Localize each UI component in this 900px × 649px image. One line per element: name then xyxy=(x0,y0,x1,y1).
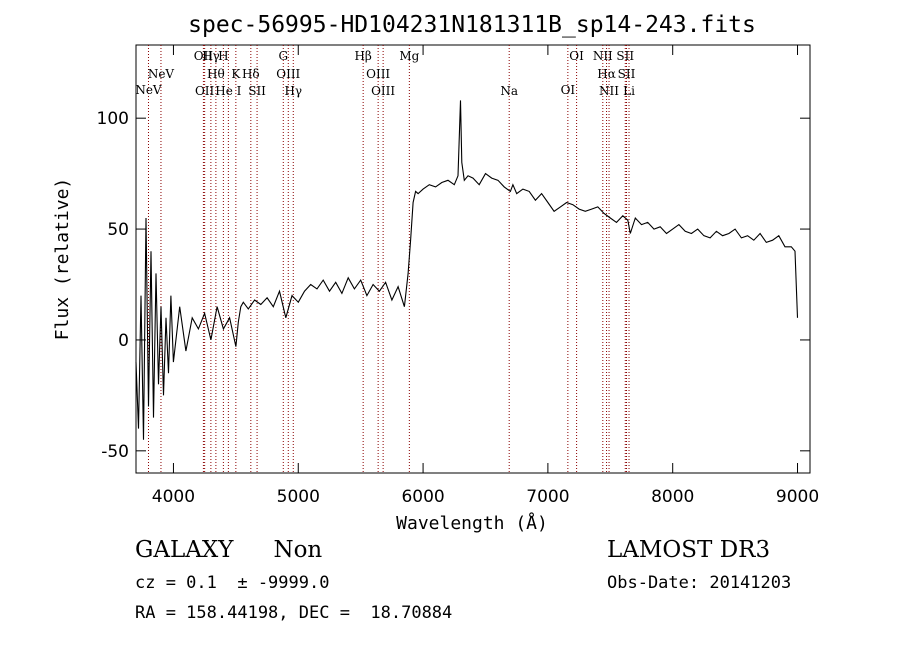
line-label-3: OII xyxy=(195,84,215,98)
line-label-24: SII xyxy=(616,49,634,63)
line-label-15: OIII xyxy=(366,67,390,81)
line-label-25: SII xyxy=(618,67,636,81)
object-class: GALAXY xyxy=(135,537,234,563)
spectral-line-markers xyxy=(147,45,630,473)
object-class-row: GALAXY Non xyxy=(135,537,322,563)
x-tick-label-2: 6000 xyxy=(401,487,444,507)
coordinates: RA = 158.44198, DEC = 18.70884 xyxy=(135,603,453,623)
y-tick-label-3: 100 xyxy=(97,109,129,129)
object-subclass: Non xyxy=(273,537,323,563)
observation-date: Obs-Date: 20141203 xyxy=(607,573,792,593)
x-tick-label-3: 7000 xyxy=(526,487,569,507)
line-label-19: OI xyxy=(561,83,576,97)
y-tick-label-1: 0 xyxy=(118,331,129,351)
line-label-16: OIII xyxy=(371,84,395,98)
line-label-23: NII xyxy=(599,84,619,98)
x-tick-label-4: 8000 xyxy=(651,487,694,507)
line-label-1: NeV xyxy=(148,67,175,81)
x-tick-label-0: 4000 xyxy=(152,487,195,507)
y-tick-label-0: -50 xyxy=(101,442,129,462)
x-axis-label: Wavelength (Å) xyxy=(396,512,548,534)
chart-title: spec-56995-HD104231N181311B_sp14-243.fit… xyxy=(188,12,756,38)
line-label-17: Mg xyxy=(399,49,419,63)
line-label-13: Hγ xyxy=(284,84,302,98)
line-label-20: OI xyxy=(569,49,584,63)
line-label-6: H xyxy=(218,49,228,63)
x-tick-label-5: 9000 xyxy=(776,487,819,507)
redshift-value: cz = 0.1 ± -9999.0 xyxy=(135,573,330,593)
line-label-18: Na xyxy=(500,84,518,98)
y-tick-label-2: 50 xyxy=(107,220,129,240)
line-label-26: Li xyxy=(623,84,635,98)
line-label-8: K xyxy=(231,67,241,81)
plot-frame xyxy=(135,44,811,474)
line-label-14: Hβ xyxy=(354,49,371,63)
line-label-22: Hα xyxy=(597,67,616,81)
survey-name: LAMOST DR3 xyxy=(607,537,771,563)
spectrum-series-line xyxy=(135,100,799,440)
line-label-0: NeV xyxy=(135,83,162,97)
x-tick-label-1: 5000 xyxy=(277,487,320,507)
line-label-2: OII xyxy=(194,49,214,63)
y-axis-ticks: -50 0 50 100 xyxy=(97,109,810,462)
line-label-21: NII xyxy=(593,49,613,63)
line-label-9: Hδ xyxy=(242,67,260,81)
line-label-10: SII xyxy=(248,84,266,98)
x-axis-ticks: 4000 5000 6000 7000 8000 9000 xyxy=(152,45,819,507)
line-label-4: Hγ xyxy=(202,49,220,63)
line-label-7: He I xyxy=(215,84,241,98)
y-axis-label: Flux (relative) xyxy=(52,178,73,341)
line-label-11: G xyxy=(278,49,288,63)
line-label-12: OIII xyxy=(276,67,300,81)
line-label-5: Hθ xyxy=(207,67,225,81)
